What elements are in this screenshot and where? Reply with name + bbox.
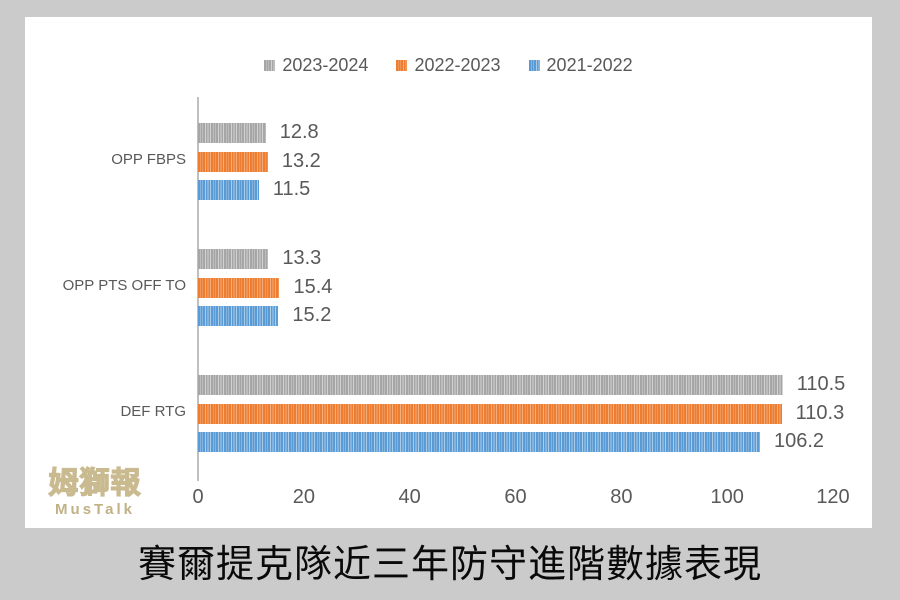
value-label-2021-2022-OPP PTS OFF TO: 15.2 <box>292 304 332 326</box>
value-label-2021-2022-DEF RTG: 106.2 <box>773 430 825 452</box>
value-label-2021-2022-OPP FBPS: 11.5 <box>272 178 311 200</box>
x-tick-label-120: 120 <box>816 486 850 508</box>
legend-swatch-icon <box>396 59 408 71</box>
legend-swatch-icon <box>264 59 276 71</box>
bar-2023-2024-OPP PTS OFF TO <box>198 249 269 269</box>
bar-2022-2023-DEF RTG <box>198 403 782 424</box>
value-label-2022-2023-OPP FBPS: 13.2 <box>281 149 321 172</box>
chart-legend: 2023-2024 2022-2023 2021-2022 <box>25 55 872 75</box>
value-label-2022-2023-OPP PTS OFF TO: 15.4 <box>293 275 333 298</box>
watermark: 姆獅報 MusTalk <box>30 466 160 518</box>
axis-tick-mark <box>197 475 199 481</box>
legend-item-2022-2023: 2022-2023 <box>396 55 501 75</box>
legend-label: 2023-2024 <box>282 55 369 75</box>
value-label-2023-2024-DEF RTG: 110.5 <box>796 373 846 395</box>
bar-2021-2022-OPP FBPS <box>198 180 259 200</box>
legend-item-2023-2024: 2023-2024 <box>264 55 368 75</box>
legend-item-2021-2022: 2021-2022 <box>528 55 633 75</box>
x-tick-label-40: 40 <box>398 486 421 508</box>
x-tick-label-80: 80 <box>610 486 633 508</box>
bar-2021-2022-OPP PTS OFF TO <box>198 306 279 326</box>
value-label-2022-2023-DEF RTG: 110.3 <box>795 401 845 424</box>
bar-2023-2024-DEF RTG <box>198 375 783 395</box>
x-tick-label-100: 100 <box>710 486 744 508</box>
legend-swatch-icon <box>528 59 540 71</box>
watermark-latin-text: MusTalk <box>55 501 135 518</box>
watermark-chinese-text: 姆獅報 <box>48 466 142 500</box>
value-label-2023-2024-OPP PTS OFF TO: 13.3 <box>282 247 322 269</box>
category-label-OPP PTS OFF TO: OPP PTS OFF TO <box>62 277 186 294</box>
legend-label: 2022-2023 <box>414 55 501 75</box>
x-tick-label-0: 0 <box>192 486 204 508</box>
chart-title: 賽爾提克隊近三年防守進階數據表現 <box>137 544 762 586</box>
bar-2022-2023-OPP FBPS <box>198 151 268 172</box>
chart-panel: 2023-2024 2022-2023 2021-2022 OPP FBPS 12.8… <box>25 17 872 528</box>
x-tick-label-60: 60 <box>504 486 527 508</box>
bar-2022-2023-OPP PTS OFF TO <box>198 277 280 298</box>
bar-2023-2024-OPP FBPS <box>198 123 266 143</box>
category-label-DEF RTG: DEF RTG <box>120 403 186 420</box>
bar-2021-2022-DEF RTG <box>198 432 760 452</box>
legend-label: 2021-2022 <box>546 55 633 75</box>
value-label-2023-2024-OPP FBPS: 12.8 <box>279 121 319 143</box>
plot-area: OPP FBPS 12.8 13.2 11.5 OPP PTS OFF TO 13.3 15… <box>25 17 872 528</box>
x-tick-label-20: 20 <box>292 486 315 508</box>
category-label-OPP FBPS: OPP FBPS <box>111 151 186 168</box>
